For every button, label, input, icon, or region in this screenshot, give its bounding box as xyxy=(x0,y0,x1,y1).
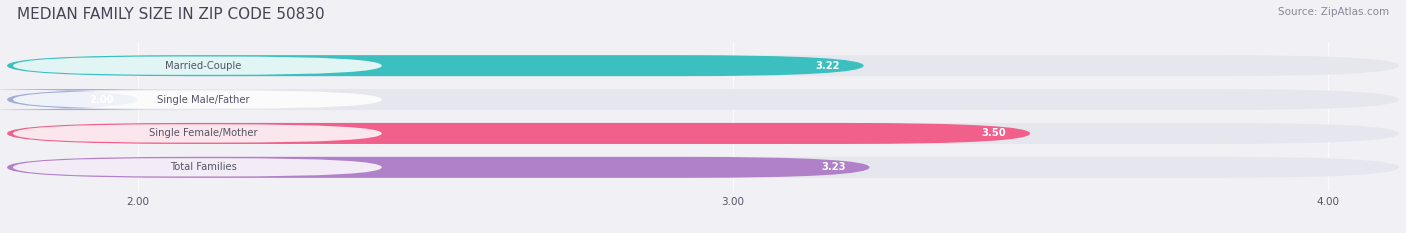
FancyBboxPatch shape xyxy=(7,55,1399,76)
Text: 3.50: 3.50 xyxy=(981,128,1007,138)
FancyBboxPatch shape xyxy=(0,89,191,110)
FancyBboxPatch shape xyxy=(7,123,1031,144)
Text: MEDIAN FAMILY SIZE IN ZIP CODE 50830: MEDIAN FAMILY SIZE IN ZIP CODE 50830 xyxy=(17,7,325,22)
Text: Single Female/Mother: Single Female/Mother xyxy=(149,128,257,138)
FancyBboxPatch shape xyxy=(13,90,382,109)
FancyBboxPatch shape xyxy=(7,157,1399,178)
FancyBboxPatch shape xyxy=(13,57,382,75)
Text: 3.23: 3.23 xyxy=(821,162,846,172)
FancyBboxPatch shape xyxy=(7,89,1399,110)
Text: Single Male/Father: Single Male/Father xyxy=(157,95,250,105)
FancyBboxPatch shape xyxy=(13,158,382,176)
FancyBboxPatch shape xyxy=(7,157,869,178)
Text: 3.22: 3.22 xyxy=(815,61,839,71)
FancyBboxPatch shape xyxy=(7,55,863,76)
Text: Source: ZipAtlas.com: Source: ZipAtlas.com xyxy=(1278,7,1389,17)
Text: 2.00: 2.00 xyxy=(90,95,114,105)
Text: Married-Couple: Married-Couple xyxy=(165,61,242,71)
FancyBboxPatch shape xyxy=(13,124,382,143)
FancyBboxPatch shape xyxy=(7,123,1399,144)
Text: Total Families: Total Families xyxy=(170,162,236,172)
